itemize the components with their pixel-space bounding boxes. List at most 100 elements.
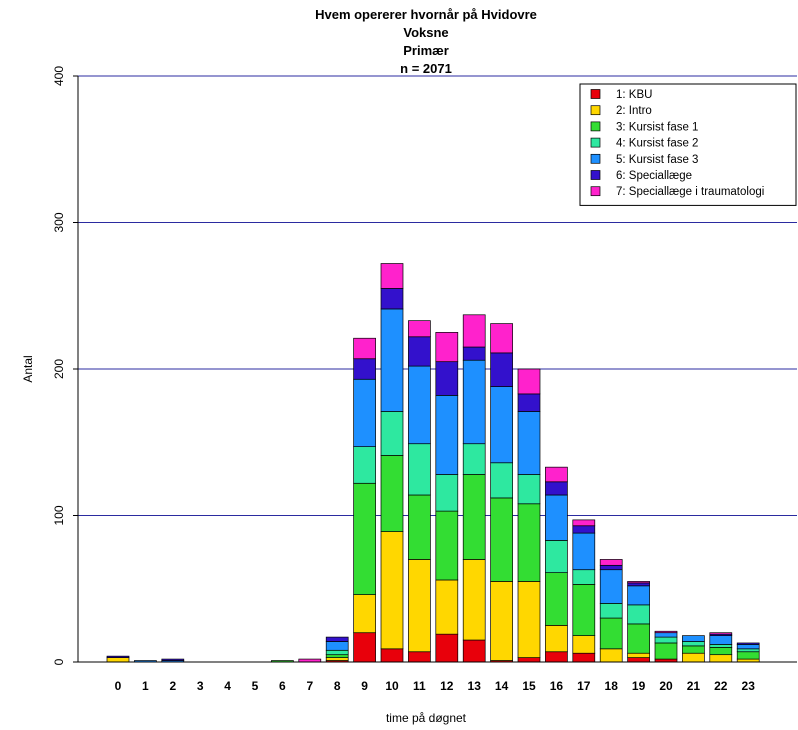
bar-segment-h19-s6 [627, 582, 650, 587]
bar-segment-h14-s6 [490, 352, 513, 387]
x-tick-label: 9 [361, 679, 368, 693]
bar-segment-h23-s6 [736, 642, 760, 645]
bar-segment-h9-s7 [353, 337, 376, 360]
bar-segment-h13-s2 [462, 559, 486, 641]
x-tick-label: 16 [550, 679, 564, 693]
x-tick-label: 20 [659, 679, 673, 693]
bar-segment-h13-s5 [462, 359, 486, 445]
bar-segment-h22-s3 [709, 646, 733, 656]
bar-segment-h10-s1 [380, 648, 404, 663]
bar-segment-h11-s1 [408, 651, 431, 663]
x-tick-label: 6 [279, 679, 286, 693]
bar-segment-h8-s6 [325, 636, 349, 642]
bar-segment-h12-s7 [435, 332, 459, 363]
bar-segment-h18-s7 [599, 559, 623, 566]
bar-segment-h16-s1 [545, 651, 568, 663]
x-axis-ticks: 0 1 2 3 4 5 6 7 8 9 10 11 12 13 14 15 16 17 18 19 20 21 22 23 [115, 679, 756, 693]
bar-segment-h16-s3 [545, 572, 568, 626]
bar-segment-h17-s7 [572, 519, 596, 527]
bar-segment-h14-s7 [490, 323, 513, 354]
bar-segment-h9-s1 [353, 632, 376, 663]
bar-stack-2 [161, 658, 185, 663]
bar-segment-h15-s7 [517, 368, 541, 395]
bar-segment-h2-s6 [161, 658, 185, 661]
x-tick-label: 12 [440, 679, 454, 693]
y-tick-label: 200 [52, 359, 66, 379]
bar-segment-h11-s2 [408, 559, 431, 653]
bar-stack-15 [517, 368, 541, 663]
bar-stack-10 [380, 263, 404, 663]
bar-segment-h10-s6 [380, 288, 404, 310]
bar-segment-h10-s2 [380, 531, 404, 650]
bar-segment-h23-s3 [736, 651, 760, 660]
x-tick-label: 13 [468, 679, 482, 693]
bar-segment-h9-s6 [353, 358, 376, 380]
bar-stack-13 [462, 314, 486, 663]
x-tick-label: 15 [522, 679, 536, 693]
chart-title-line-2: Voksne [403, 25, 448, 40]
bar-segment-h13-s3 [462, 474, 486, 560]
bar-stack-8 [325, 636, 349, 663]
bar-segment-h14-s2 [490, 581, 513, 661]
bar-segment-h22-s7 [709, 632, 733, 635]
legend-swatch [590, 121, 601, 132]
bar-segment-h16-s7 [545, 466, 568, 483]
bar-segment-h11-s6 [408, 336, 431, 367]
legend-label: 1: KBU [616, 89, 652, 101]
bar-segment-h12-s5 [435, 395, 459, 475]
legend-label: 7: Speciallæge i traumatologi [616, 186, 764, 198]
legend-box [579, 83, 797, 206]
bar-segment-h21-s3 [682, 645, 705, 654]
chart-title-line-1: Hvem opererer hvornår på Hvidovre [315, 7, 537, 22]
bar-segment-h15-s5 [517, 411, 541, 475]
bar-segment-h15-s4 [517, 474, 541, 505]
legend: 1: KBU 2: Intro 3: Kursist fase 1 4: Kursis… [579, 83, 797, 206]
bar-segment-h13-s6 [462, 346, 486, 361]
bar-segment-h12-s4 [435, 474, 459, 512]
bar-segment-h18-s5 [599, 569, 623, 604]
bar-segment-h21-s4 [682, 641, 705, 647]
bar-segment-h22-s5 [709, 635, 733, 645]
bar-stack-14 [490, 323, 513, 663]
bar-segment-h11-s4 [408, 443, 431, 496]
x-tick-label: 21 [687, 679, 701, 693]
chart-title: Hvem opererer hvornår på Hvidovre Voksne… [315, 7, 537, 76]
x-tick-label: 14 [495, 679, 509, 693]
x-tick-label: 1 [142, 679, 149, 693]
bar-segment-h20-s4 [654, 636, 678, 644]
bar-segment-h23-s5 [736, 644, 760, 650]
bar-segment-h15-s3 [517, 503, 541, 582]
bar-stack-9 [353, 337, 376, 663]
bar-stack-20 [654, 630, 678, 663]
x-tick-label: 0 [115, 679, 122, 693]
bar-segment-h10-s3 [380, 455, 404, 532]
bar-segment-h0-s2 [106, 657, 130, 663]
x-axis-label: time på døgnet [386, 711, 467, 725]
legend-swatch [590, 153, 601, 164]
y-tick-label: 0 [52, 658, 66, 665]
legend-label: 3: Kursist fase 1 [616, 121, 698, 133]
bar-segment-h16-s5 [545, 494, 568, 541]
y-tick-label: 400 [52, 66, 66, 86]
x-tick-label: 18 [605, 679, 619, 693]
legend-label: 5: Kursist fase 3 [616, 154, 698, 166]
bar-segment-h17-s1 [572, 652, 596, 663]
bar-segment-h12-s2 [435, 579, 459, 635]
bar-segment-h15-s1 [517, 657, 541, 663]
bar-segment-h20-s3 [654, 642, 678, 660]
bar-segment-h0-s6 [106, 655, 130, 658]
bar-segment-h14-s5 [490, 386, 513, 464]
bar-segment-h10-s7 [380, 263, 404, 289]
bar-segment-h8-s2 [325, 657, 349, 661]
x-tick-label: 8 [334, 679, 341, 693]
x-tick-label: 19 [632, 679, 646, 693]
x-tick-label: 4 [224, 679, 231, 693]
x-tick-label: 3 [197, 679, 204, 693]
bar-segment-h15-s2 [517, 581, 541, 658]
legend-swatch [590, 137, 601, 148]
bar-segment-h23-s4 [736, 648, 760, 653]
bar-stack-0 [106, 655, 130, 663]
bar-segment-h21-s2 [682, 652, 705, 663]
bar-segment-h16-s2 [545, 625, 568, 653]
